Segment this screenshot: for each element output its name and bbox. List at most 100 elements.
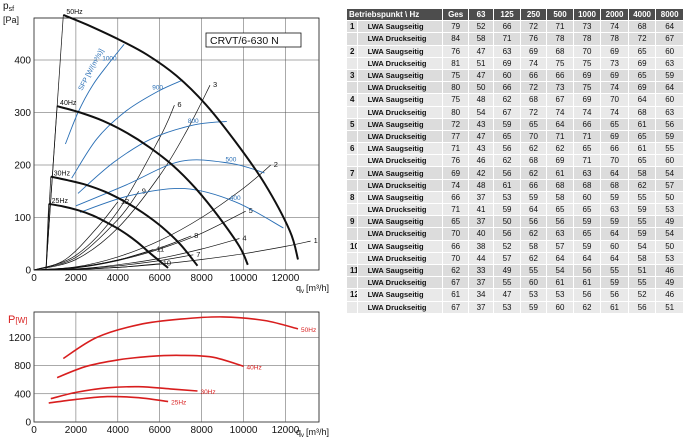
sfp-curve-900 xyxy=(71,79,183,179)
sound-level-cell: 70 xyxy=(519,129,548,144)
sound-level-cell: 71 xyxy=(546,20,574,34)
operating-point-cell: 2 xyxy=(346,44,358,58)
system-curve-label-3: 3 xyxy=(213,80,217,89)
sound-level-cell: 52 xyxy=(627,288,657,302)
sound-level-cell: 56 xyxy=(493,227,521,241)
pressure-x-tick-label: 12000 xyxy=(272,273,300,284)
system-curve-4 xyxy=(33,238,240,271)
sound-level-cell: 69 xyxy=(572,68,602,83)
sound-level-cell: 76 xyxy=(519,32,548,46)
measurement-type-cell: LWA Druckseitig xyxy=(356,81,444,95)
sound-level-cell: 56 xyxy=(493,166,521,180)
sound-level-cell: 68 xyxy=(627,105,657,119)
table-row: LWA Druckseitig 80 54 67 72 74 74 74 68 63 xyxy=(346,105,684,119)
sound-level-cell: 63 xyxy=(655,56,684,70)
speed-curve-label-30Hz: 30Hz xyxy=(54,171,71,178)
operating-point-cell xyxy=(346,129,358,144)
sfp-curve-1000 xyxy=(64,44,125,145)
header-cell-250: 250 xyxy=(519,7,548,22)
sound-level-cell: 55 xyxy=(627,190,657,205)
sound-level-cell: 68 xyxy=(600,178,629,192)
measurement-type-cell: LWA Druckseitig xyxy=(356,251,444,265)
sound-level-cell: 68 xyxy=(627,20,657,34)
table-row: 8 LWA Saugseitig 66 37 53 59 58 60 59 55 50 xyxy=(346,190,684,205)
operating-point-cell: 9 xyxy=(346,215,358,229)
operating-point-cell: 10 xyxy=(346,239,358,253)
pressure-y-label: psf xyxy=(3,1,14,13)
sound-level-cell: 68 xyxy=(572,178,602,192)
sound-level-cell: 68 xyxy=(546,178,574,192)
measurement-type-cell: LWA Saugseitig xyxy=(356,68,444,83)
speed-curve-50Hz xyxy=(62,13,299,260)
sound-level-cell: 56 xyxy=(493,142,521,156)
system-curve-label-2: 2 xyxy=(274,160,278,169)
table-row: LWA Druckseitig 80 50 66 72 73 75 74 69 64 xyxy=(346,81,684,95)
sound-level-cell: 78 xyxy=(546,32,574,46)
sfp-curve-800 xyxy=(77,120,227,194)
sound-power-table-container: Betriebspunkt \ Hz Ges 63 125 250 500 1000 2000… xyxy=(345,7,684,314)
sfp-curve-500 xyxy=(75,159,265,207)
sound-level-cell: 38 xyxy=(467,239,495,253)
sound-level-cell: 49 xyxy=(655,215,684,229)
sound-level-cell: 75 xyxy=(442,93,469,107)
sound-level-cell: 69 xyxy=(493,56,521,70)
sound-level-cell: 77 xyxy=(442,129,469,144)
sound-level-cell: 68 xyxy=(519,93,548,107)
pressure-x-tick-label: 6000 xyxy=(149,273,172,284)
sound-level-cell: 57 xyxy=(655,178,684,192)
measurement-type-cell: LWA Saugseitig xyxy=(356,288,444,302)
power-curve-30Hz xyxy=(50,385,198,400)
sound-level-cell: 52 xyxy=(493,239,521,253)
sound-level-cell: 74 xyxy=(600,20,629,34)
sound-level-cell: 59 xyxy=(627,227,657,241)
measurement-type-cell: LWA Saugseitig xyxy=(356,166,444,180)
table-row: LWA Druckseitig 77 47 65 70 71 71 69 65 59 xyxy=(346,129,684,144)
sound-level-cell: 71 xyxy=(546,129,574,144)
system-curve-label-7: 7 xyxy=(196,250,200,259)
sound-level-cell: 75 xyxy=(442,68,469,83)
sound-level-cell: 33 xyxy=(467,263,495,278)
sound-level-cell: 64 xyxy=(546,251,574,265)
operating-point-cell xyxy=(346,227,358,241)
sound-level-cell: 67 xyxy=(655,32,684,46)
sound-level-cell: 40 xyxy=(467,227,495,241)
sound-level-cell: 69 xyxy=(442,166,469,180)
sound-level-cell: 59 xyxy=(627,202,657,217)
sound-level-cell: 66 xyxy=(519,178,548,192)
header-cell-ges: Ges xyxy=(442,7,469,22)
sound-level-cell: 59 xyxy=(655,129,684,144)
table-row: LWA Druckseitig 84 58 71 76 78 78 78 72 67 xyxy=(346,32,684,46)
sound-level-cell: 61 xyxy=(493,178,521,192)
sound-level-cell: 47 xyxy=(467,44,495,58)
operating-point-cell xyxy=(346,105,358,119)
measurement-type-cell: LWA Saugseitig xyxy=(356,215,444,229)
sound-level-cell: 62 xyxy=(493,154,521,168)
table-row: 3 LWA Saugseitig 75 47 60 66 66 69 69 65 59 xyxy=(346,68,684,83)
speed-curve-30Hz xyxy=(50,175,199,267)
stall-line-25Hz xyxy=(45,203,50,271)
measurement-type-cell: LWA Druckseitig xyxy=(356,276,444,290)
sound-level-cell: 66 xyxy=(493,20,521,34)
power-y-tick-label: 400 xyxy=(14,389,31,400)
sound-level-cell: 61 xyxy=(627,142,657,156)
sound-level-cell: 53 xyxy=(519,288,548,302)
power-curve-label-30Hz: 30Hz xyxy=(200,389,215,396)
table-row: LWA Druckseitig 71 41 59 64 65 65 63 59 53 xyxy=(346,202,684,217)
table-row: LWA Druckseitig 76 46 62 68 69 71 70 65 60 xyxy=(346,154,684,168)
pressure-x-tick-label: 8000 xyxy=(191,273,214,284)
sound-level-cell: 42 xyxy=(467,166,495,180)
sound-level-cell: 66 xyxy=(519,68,548,83)
sound-level-cell: 48 xyxy=(467,93,495,107)
sound-level-cell: 62 xyxy=(493,93,521,107)
sound-level-cell: 54 xyxy=(546,263,574,278)
system-curve-2 xyxy=(33,164,272,271)
measurement-type-cell: LWA Druckseitig xyxy=(356,56,444,70)
sound-level-cell: 76 xyxy=(442,154,469,168)
sound-level-cell: 54 xyxy=(655,166,684,180)
operating-point-cell: 3 xyxy=(346,68,358,83)
sound-level-cell: 66 xyxy=(442,190,469,205)
sound-level-cell: 71 xyxy=(572,129,602,144)
sfp-label: SFP [W/(m³/s)] xyxy=(78,48,106,92)
